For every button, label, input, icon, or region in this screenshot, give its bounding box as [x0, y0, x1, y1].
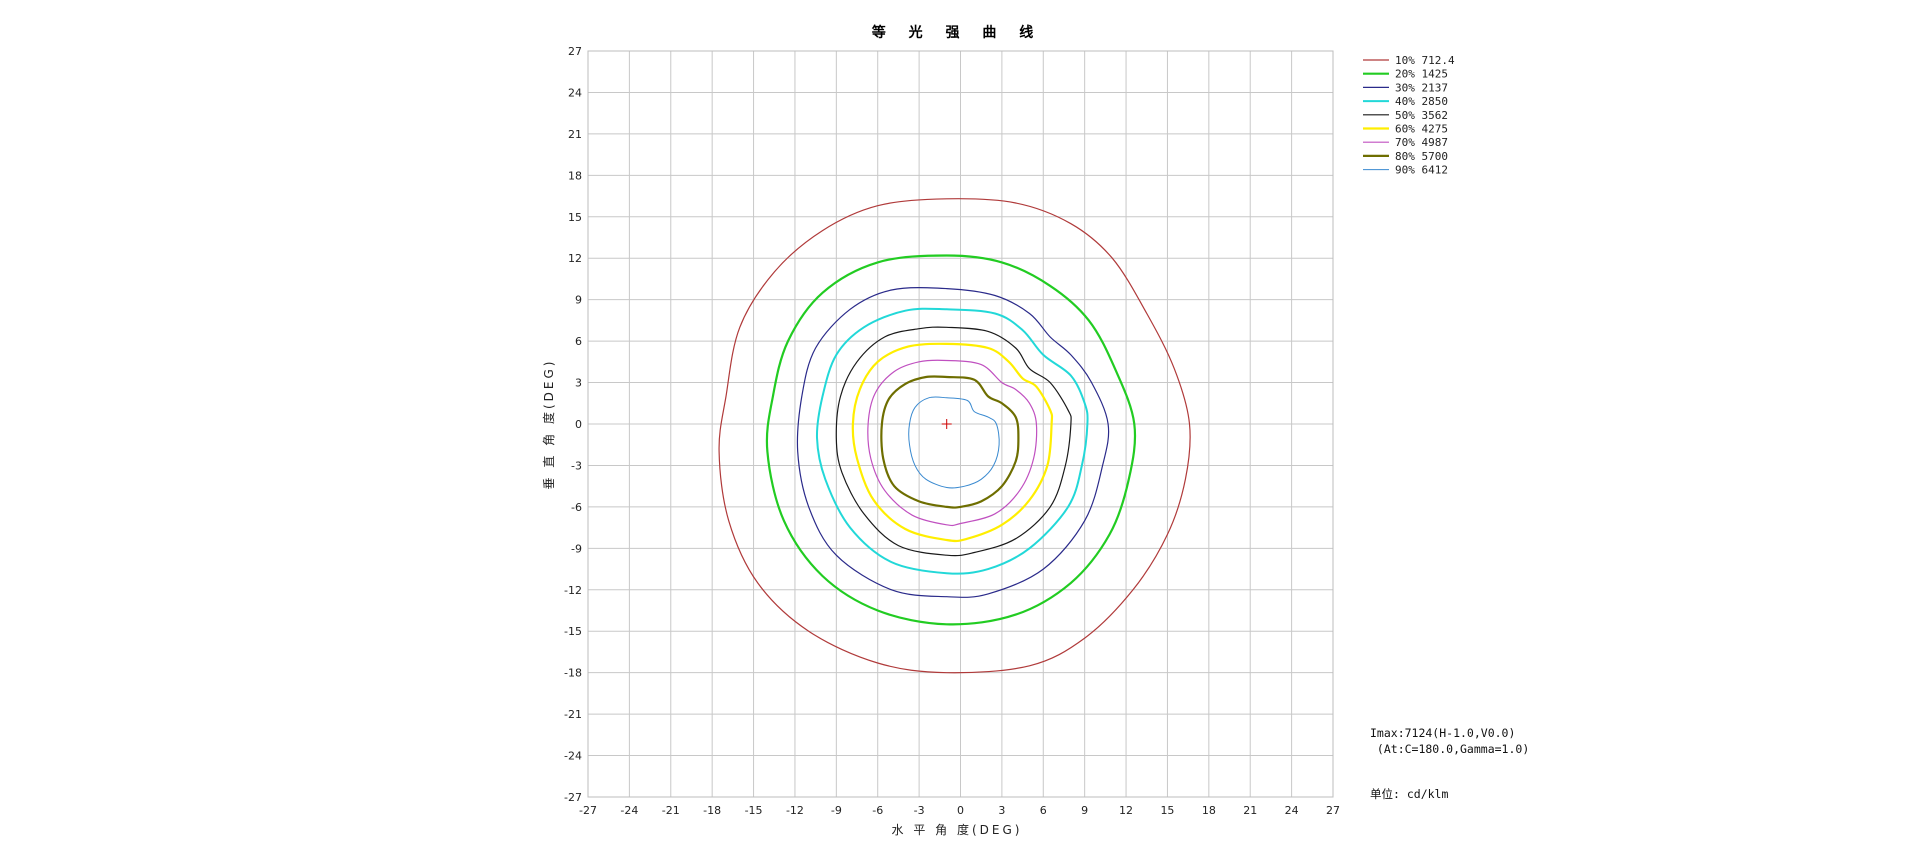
x-tick-label: 15 [1160, 804, 1174, 817]
center-marker [941, 419, 952, 429]
x-axis-ticks: -27 -24 -21 -18 -15 -12 -9 -6 -3 0 3 6 9 12 15 18 21 24 27 [579, 804, 1340, 817]
unit-label: 单位: cd/klm [1370, 787, 1449, 801]
y-tick-label: 21 [568, 128, 582, 141]
x-tick-label: -15 [745, 804, 763, 817]
legend-label: 90% 6412 [1395, 164, 1448, 177]
y-tick-label: 0 [575, 418, 582, 431]
y-tick-label: -3 [571, 459, 582, 472]
y-tick-label: -18 [564, 667, 582, 680]
x-tick-label: -27 [579, 804, 597, 817]
legend-label: 60% 4275 [1395, 123, 1448, 136]
contour-line-10pct [718, 198, 1191, 674]
x-tick-label: 3 [998, 804, 1005, 817]
x-tick-label: -6 [872, 804, 883, 817]
y-tick-label: -12 [564, 584, 582, 597]
x-axis-label: 水 平 角 度(DEG) [892, 822, 1023, 837]
x-tick-label: 6 [1040, 804, 1047, 817]
y-tick-label: 18 [568, 169, 582, 182]
legend-label: 30% 2137 [1395, 81, 1448, 94]
y-axis-label: 垂 直 角 度(DEG) [541, 359, 556, 490]
y-tick-label: 24 [568, 86, 582, 99]
contour-lines [718, 198, 1191, 674]
x-tick-label: -18 [703, 804, 721, 817]
x-tick-label: 9 [1081, 804, 1088, 817]
legend-label: 80% 5700 [1395, 150, 1448, 163]
x-tick-label: 12 [1119, 804, 1133, 817]
y-tick-label: 27 [568, 45, 582, 58]
y-tick-label: 12 [568, 252, 582, 265]
x-tick-label: 18 [1202, 804, 1216, 817]
x-tick-label: -12 [786, 804, 804, 817]
x-tick-label: -21 [662, 804, 680, 817]
contour-line-20pct [765, 254, 1137, 626]
x-tick-label: -9 [831, 804, 842, 817]
x-tick-label: 21 [1243, 804, 1257, 817]
contour-line-70pct [867, 359, 1038, 527]
legend-label: 20% 1425 [1395, 68, 1448, 81]
legend-label: 70% 4987 [1395, 136, 1448, 149]
contour-line-90pct [908, 396, 1000, 489]
legend-label: 50% 3562 [1395, 109, 1448, 122]
y-tick-label: -21 [564, 708, 582, 721]
contour-line-50pct [835, 326, 1072, 557]
x-tick-label: 24 [1285, 804, 1299, 817]
y-tick-label: -9 [571, 542, 582, 555]
plot-frame [587, 50, 1334, 798]
legend-label: 10% 712.4 [1395, 54, 1455, 67]
y-tick-label: 15 [568, 211, 582, 224]
chart-grid [587, 50, 1334, 798]
imax-readout: Imax:7124(H-1.0,V0.0) [1370, 726, 1516, 740]
contour-line-40pct [815, 307, 1089, 575]
y-tick-label: -24 [564, 750, 582, 763]
contour-line-30pct [796, 287, 1110, 598]
legend-label: 40% 2850 [1395, 95, 1448, 108]
y-axis-ticks: -27 -24 -21 -18 -15 -12 -9 -6 -3 0 3 6 9 12 15 18 21 24 27 [564, 45, 582, 804]
y-tick-label: -15 [564, 625, 582, 638]
chart-title: 等 光 强 曲 线 [872, 24, 1043, 41]
contour-line-60pct [851, 342, 1054, 543]
y-tick-label: 9 [575, 294, 582, 307]
x-tick-label: 0 [957, 804, 964, 817]
x-tick-label: -24 [620, 804, 638, 817]
x-tick-label: -3 [914, 804, 925, 817]
y-tick-label: 6 [575, 335, 582, 348]
imax-conditions: (At:C=180.0,Gamma=1.0) [1370, 742, 1530, 756]
y-tick-label: 3 [575, 377, 582, 390]
y-tick-label: -6 [571, 501, 582, 514]
contour-line-80pct [880, 375, 1020, 509]
y-tick-label: -27 [564, 791, 582, 804]
x-tick-label: 27 [1326, 804, 1340, 817]
